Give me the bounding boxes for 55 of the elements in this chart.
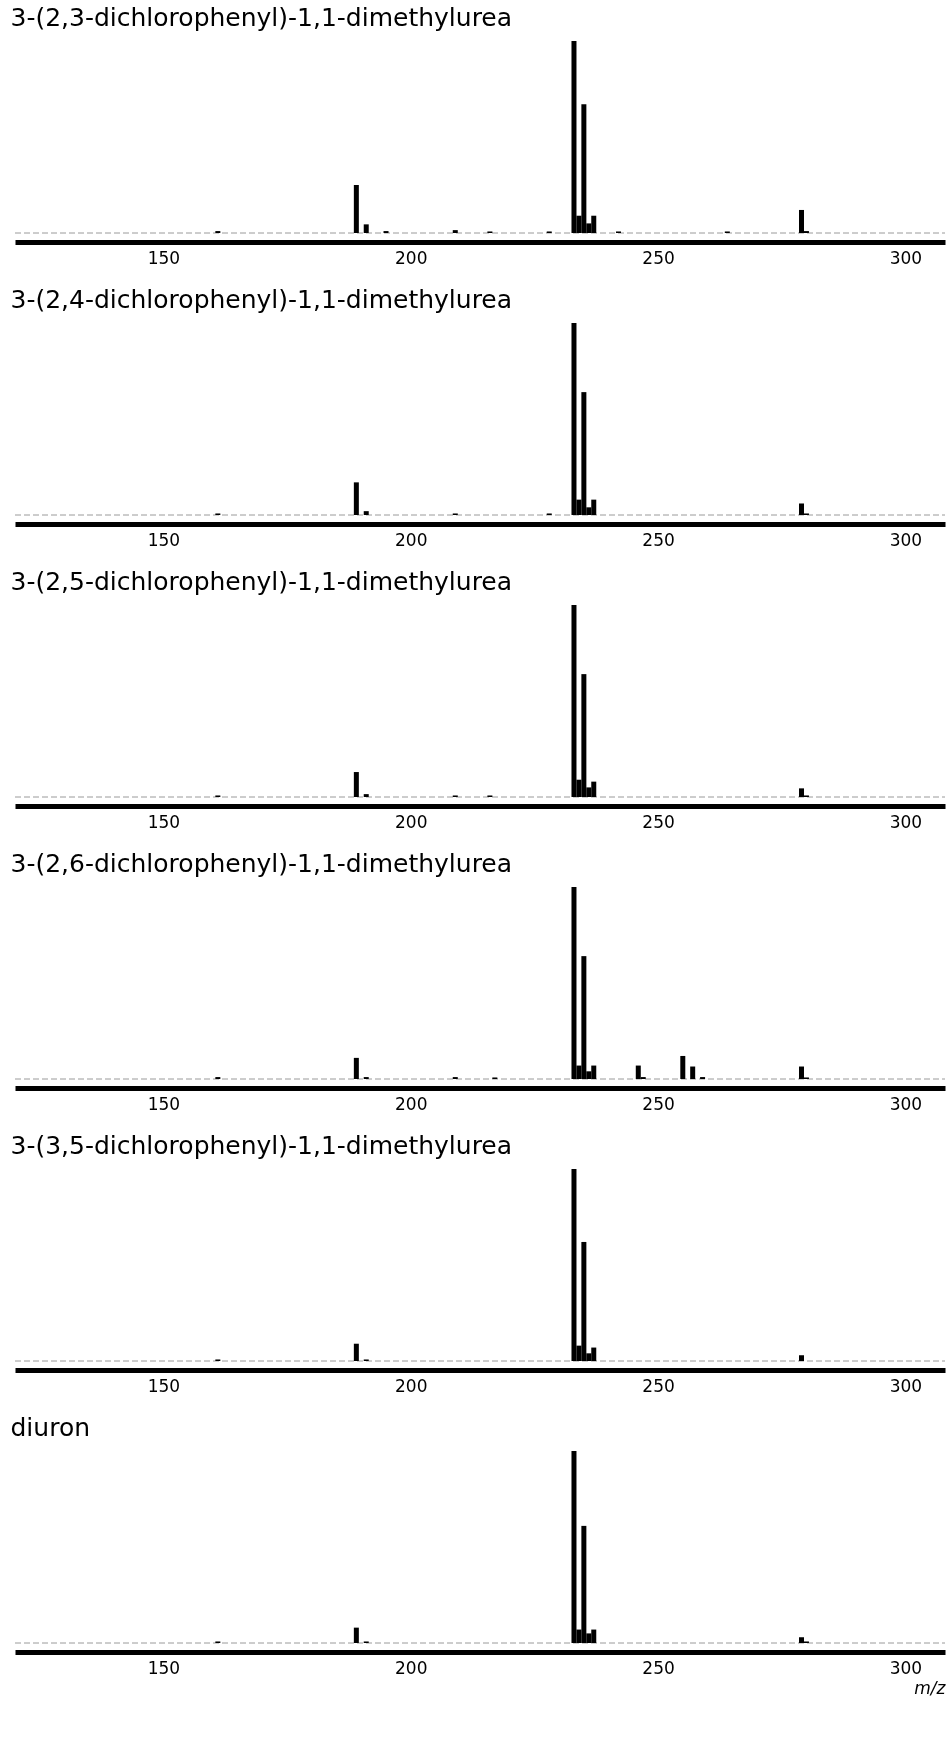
x-tick-label: 150: [147, 1657, 181, 1678]
bar: [353, 1343, 359, 1361]
x-tick-label: 300: [889, 247, 923, 268]
bar: [571, 605, 577, 797]
x-tick-label: 150: [147, 1093, 181, 1114]
bar: [799, 1637, 805, 1643]
bar: [799, 209, 805, 233]
x-tick-label: 250: [642, 1093, 675, 1114]
x-tick-label: 300: [889, 1375, 923, 1396]
x-tick-label: 200: [395, 529, 428, 550]
bar: [353, 185, 359, 233]
bar: [363, 794, 369, 797]
bar: [363, 224, 369, 233]
x-axis-title: m/z: [914, 1677, 947, 1698]
x-tick-label: 150: [147, 247, 181, 268]
x-tick-label: 200: [395, 1375, 428, 1396]
x-tick-label: 250: [642, 1657, 675, 1678]
bar: [799, 788, 805, 797]
x-tick-label: 250: [642, 247, 675, 268]
bar: [690, 1066, 696, 1079]
chart-title: 3-(2,3-dichlorophenyl)-1,1-dimethylurea: [10, 3, 513, 32]
bar: [799, 1355, 805, 1361]
chart-title: 3-(3,5-dichlorophenyl)-1,1-dimethylurea: [10, 1131, 513, 1160]
bar: [799, 1066, 805, 1079]
x-tick-label: 300: [889, 529, 923, 550]
chart-title: 3-(2,4-dichlorophenyl)-1,1-dimethylurea: [10, 285, 513, 314]
x-tick-label: 150: [147, 1375, 181, 1396]
x-tick-label: 250: [642, 529, 675, 550]
bar: [353, 772, 359, 797]
x-tick-label: 200: [395, 1093, 428, 1114]
bar: [353, 1627, 359, 1643]
bar: [353, 482, 359, 515]
x-tick-label: 250: [642, 1375, 675, 1396]
x-tick-label: 150: [147, 811, 181, 832]
bar: [452, 230, 458, 233]
chart-title: 3-(2,5-dichlorophenyl)-1,1-dimethylurea: [10, 567, 513, 596]
x-tick-label: 200: [395, 247, 428, 268]
bar: [799, 503, 805, 515]
x-tick-label: 150: [147, 529, 181, 550]
x-tick-label: 200: [395, 1657, 428, 1678]
x-tick-label: 300: [889, 1093, 923, 1114]
bar: [680, 1055, 686, 1079]
chart-title: diuron: [10, 1413, 91, 1442]
bar: [571, 887, 577, 1079]
x-tick-label: 200: [395, 811, 428, 832]
x-tick-label: 300: [889, 811, 923, 832]
x-tick-label: 250: [642, 811, 675, 832]
bar: [353, 1057, 359, 1079]
bar: [571, 323, 577, 515]
x-tick-label: 300: [889, 1657, 923, 1678]
chart-title: 3-(2,6-dichlorophenyl)-1,1-dimethylurea: [10, 849, 513, 878]
bar: [571, 1169, 577, 1361]
bar: [571, 1451, 577, 1643]
bar: [363, 511, 369, 515]
bar: [571, 41, 577, 233]
